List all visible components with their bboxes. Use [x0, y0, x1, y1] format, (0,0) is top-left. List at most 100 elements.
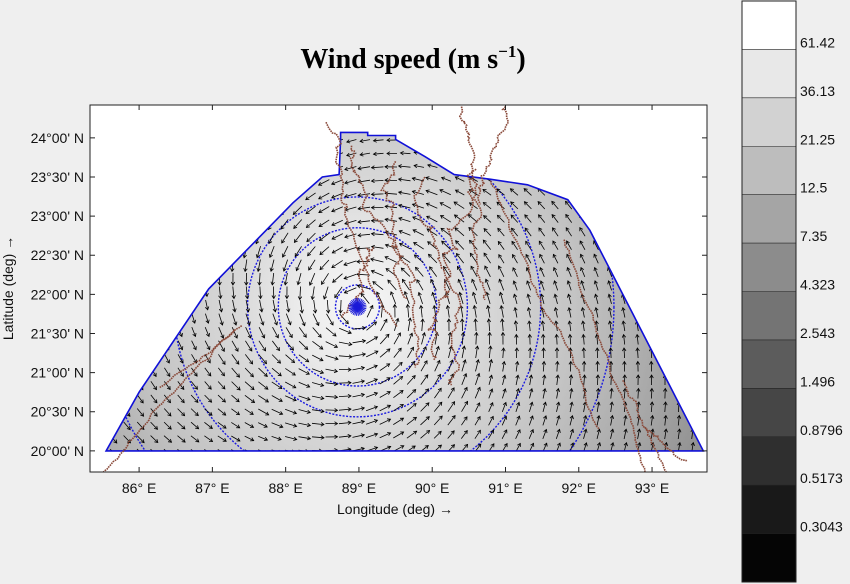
colorbar-label: 2.543 — [800, 325, 835, 341]
wind-vector — [344, 166, 357, 171]
wind-vector — [447, 359, 454, 372]
wind-vector — [475, 359, 480, 372]
wind-vector — [496, 214, 505, 223]
wind-vector — [258, 422, 268, 428]
colorbar-segment — [742, 533, 796, 583]
wind-vector — [593, 266, 599, 278]
wind-vector — [621, 306, 626, 318]
wind-vector — [150, 408, 158, 417]
wind-vector — [312, 313, 320, 327]
wind-vector — [325, 368, 339, 374]
wind-vector — [365, 378, 379, 385]
wind-vector — [379, 432, 392, 439]
wind-vector — [486, 318, 492, 332]
wind-vector — [455, 240, 465, 250]
wind-vector — [318, 192, 330, 200]
wind-vector — [372, 281, 384, 291]
wind-vector — [231, 367, 241, 378]
wind-vector — [150, 435, 159, 444]
wind-vector — [344, 233, 357, 239]
wind-vector — [285, 381, 297, 389]
wind-vector — [256, 259, 261, 273]
wind-vector — [204, 421, 213, 429]
wind-vector — [370, 192, 384, 197]
colorbar-label: 0.3043 — [800, 519, 843, 535]
wind-vector — [515, 388, 520, 399]
wind-vector — [271, 367, 282, 377]
wind-vector — [298, 436, 312, 441]
wind-vector — [540, 293, 545, 305]
wind-vector — [217, 408, 227, 416]
wind-vector — [150, 421, 159, 430]
wind-vector — [511, 227, 519, 237]
wind-vector — [312, 354, 324, 362]
wind-vector — [461, 416, 468, 426]
wind-vector — [568, 374, 574, 386]
wind-vector — [331, 260, 343, 269]
wind-vector — [434, 373, 441, 385]
wind-vector — [398, 242, 411, 250]
wind-vector — [331, 206, 343, 213]
wind-vector — [610, 428, 615, 439]
wind-vector — [427, 253, 438, 264]
x-axis-label: Longitude (deg) → — [337, 501, 453, 517]
wind-vector — [310, 286, 315, 301]
wind-vector — [426, 215, 438, 223]
wind-vector — [370, 165, 384, 170]
wind-vector — [294, 246, 302, 258]
colorbar-label: 4.323 — [800, 277, 835, 293]
wind-vector — [501, 415, 508, 426]
wind-vector — [541, 360, 547, 372]
wind-vector — [365, 391, 379, 398]
wind-vector — [556, 415, 561, 426]
wind-vector — [177, 340, 184, 351]
wind-vector — [471, 278, 478, 291]
colorbar-segment — [742, 291, 796, 341]
wind-vector — [528, 360, 533, 372]
wind-vector — [298, 422, 312, 428]
wind-vector — [514, 347, 519, 359]
colorbar-label: 12.5 — [800, 180, 827, 196]
wind-vector — [622, 347, 627, 359]
wind-vector — [321, 273, 329, 285]
plot-frame — [89, 104, 708, 473]
wind-vector — [331, 233, 343, 240]
colorbar-label: 61.42 — [800, 34, 835, 50]
wind-vector — [471, 291, 477, 305]
wind-vector — [245, 327, 252, 339]
wind-vector — [487, 331, 492, 345]
wind-vector — [272, 299, 277, 313]
wind-vector — [538, 214, 546, 223]
wind-vector — [204, 367, 212, 377]
wind-vector — [649, 401, 655, 413]
wind-vector — [566, 280, 572, 291]
wind-vector — [623, 428, 628, 440]
wind-vector — [393, 361, 403, 372]
wind-vector — [218, 327, 225, 339]
wind-vector — [286, 299, 291, 313]
wind-vector — [607, 306, 612, 318]
wind-vector — [370, 269, 384, 277]
wind-vector — [298, 354, 310, 363]
wind-vector — [298, 381, 311, 388]
wind-vector — [594, 293, 599, 305]
wind-vector — [338, 420, 352, 425]
wind-vector — [426, 228, 438, 236]
wind-vector — [581, 347, 586, 359]
wind-vector — [650, 428, 655, 440]
wind-vector — [370, 178, 384, 184]
wind-vector — [581, 333, 586, 345]
wind-vector — [460, 331, 466, 345]
wind-vector — [439, 189, 451, 196]
wind-vector — [258, 286, 263, 300]
wind-vector — [338, 341, 353, 347]
wind-vector — [513, 306, 518, 318]
wind-vector — [567, 333, 573, 345]
wind-vector — [413, 163, 425, 169]
wind-vector — [293, 232, 303, 244]
wind-vector — [635, 347, 640, 359]
wind-vector — [440, 176, 452, 182]
wind-vector — [312, 299, 318, 314]
wind-vector — [325, 355, 339, 361]
wind-vector — [447, 387, 455, 399]
